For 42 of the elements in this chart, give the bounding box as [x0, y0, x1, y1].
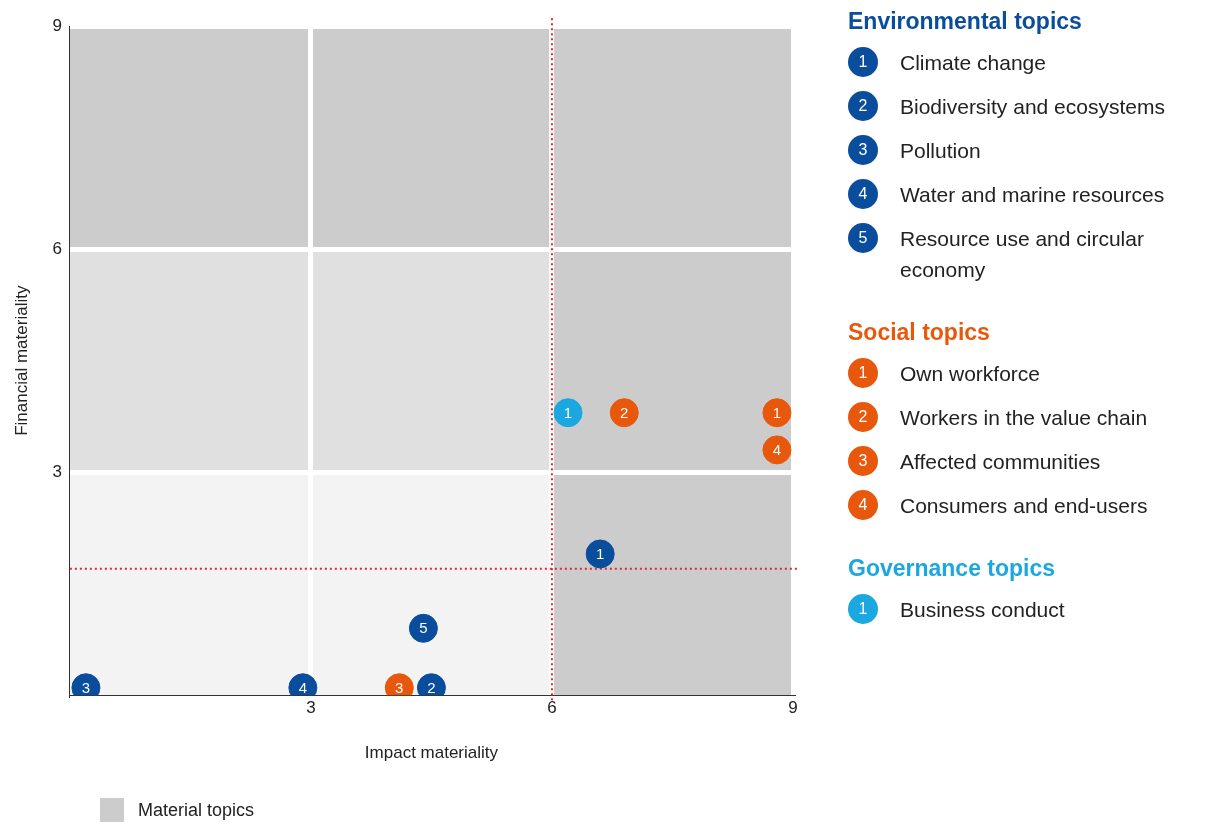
legend-label: Workers in the value chain — [900, 405, 1148, 431]
x-axis-title: Impact materiality — [364, 743, 499, 763]
text: Social topics — [848, 319, 991, 346]
legend-label: Consumers and end-users — [900, 493, 1148, 519]
legend-label: Water and marine resources — [900, 182, 1165, 208]
text: 1 — [858, 53, 868, 70]
text: 1 — [858, 600, 868, 617]
legend-label: Own workforce — [900, 361, 1041, 387]
y-tick-label: 3 — [52, 461, 62, 481]
x-tick-label: 6 — [547, 698, 557, 718]
text: Governance topics — [848, 555, 1057, 582]
legend-label: Resource use and circular economy — [900, 226, 1145, 283]
y-axis-title: Financial materiality — [11, 285, 31, 436]
text: Environmental topics — [848, 8, 1083, 35]
legend-label: Climate change — [900, 50, 1046, 76]
y-tick-label: 6 — [52, 238, 62, 258]
annotation: 1 — [595, 545, 605, 563]
text: 2 — [858, 97, 868, 114]
text: 1 — [858, 364, 868, 381]
annotation: 1 — [563, 403, 573, 421]
x-tick-label: 9 — [788, 698, 798, 718]
annotation: 4 — [298, 678, 308, 696]
text: 3 — [858, 452, 868, 469]
text: 2 — [858, 408, 868, 425]
annotation: 2 — [620, 403, 629, 421]
legend-label: Material topics — [138, 799, 255, 821]
annotation: 5 — [419, 619, 428, 637]
legend-label: Pollution — [900, 138, 981, 164]
y-tick-label: 9 — [52, 15, 62, 35]
legend-label: Biodiversity and ecosystems — [900, 94, 1165, 120]
annotation: 3 — [395, 678, 404, 696]
x-tick-label: 3 — [306, 698, 316, 718]
text: 4 — [858, 185, 868, 202]
annotation: 4 — [772, 441, 782, 459]
text: 4 — [858, 496, 868, 513]
annotation: 2 — [427, 678, 436, 696]
annotation: 1 — [772, 403, 782, 421]
annotation: 3 — [81, 678, 91, 696]
text: 3 — [858, 141, 868, 158]
legend-label: Business conduct — [900, 597, 1065, 623]
text: 5 — [858, 229, 868, 246]
legend-label: Affected communities — [900, 449, 1101, 475]
